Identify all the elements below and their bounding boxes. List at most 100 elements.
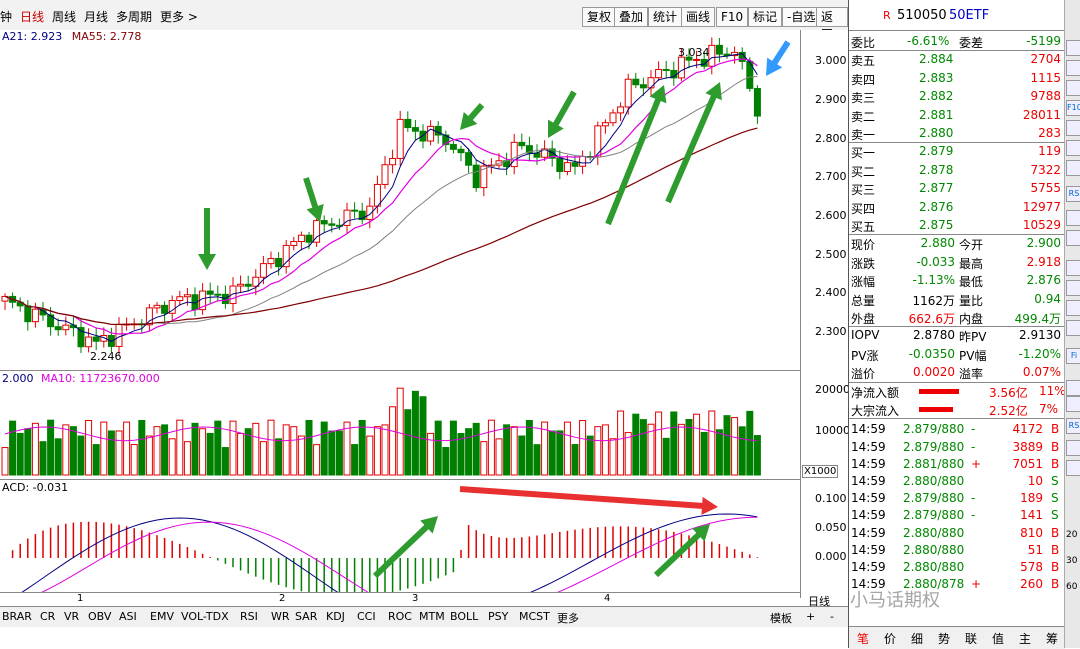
- side-tool-icon[interactable]: [1066, 60, 1080, 76]
- side-tool-icon[interactable]: [1066, 80, 1080, 96]
- arrow-annotation: [653, 523, 711, 578]
- bid-price: 2.877: [919, 181, 954, 196]
- indicator-tab[interactable]: ASI: [119, 610, 137, 623]
- indicator-tab[interactable]: BOLL: [450, 610, 479, 623]
- volume-bar: [563, 421, 571, 476]
- iopv-value: 0.0020: [913, 365, 955, 380]
- stat-value: 2.876: [1026, 273, 1061, 288]
- indicator-tab[interactable]: CCI: [357, 610, 376, 623]
- indicator-tab[interactable]: VR: [64, 610, 80, 623]
- indicator-tab[interactable]: 更多: [557, 612, 579, 625]
- toolbar-button[interactable]: 叠加: [614, 7, 649, 27]
- period-tab[interactable]: 更多 >: [160, 10, 198, 24]
- indicator-tab[interactable]: RSI: [240, 610, 258, 623]
- side-tool-icon[interactable]: [1066, 460, 1080, 476]
- side-tool-icon[interactable]: [1066, 280, 1080, 296]
- indicator-tab[interactable]: SAR: [295, 610, 318, 623]
- side-tool-icon[interactable]: [1066, 210, 1080, 226]
- side-tool-icon[interactable]: [1066, 380, 1080, 396]
- tick-sign: -: [971, 422, 976, 437]
- macd-axis-0000: 0.000: [815, 550, 847, 563]
- detail-tab[interactable]: 值: [992, 632, 1005, 646]
- detail-tab[interactable]: 筹: [1046, 632, 1059, 646]
- toolbar-button[interactable]: 标记: [748, 7, 783, 27]
- side-tool-icon[interactable]: Fi: [1066, 348, 1080, 364]
- indicator-tab[interactable]: CR: [40, 610, 56, 623]
- candle-body: [373, 183, 381, 207]
- indicator-tab[interactable]: PSY: [488, 610, 509, 623]
- candle-body: [427, 125, 435, 142]
- indicator-tab[interactable]: VOL-TDX: [181, 610, 229, 623]
- detail-tabs: 笔价细势联值主筹: [849, 626, 1065, 649]
- detail-tab[interactable]: 势: [938, 632, 951, 646]
- side-tool-icon[interactable]: [1066, 230, 1080, 246]
- stat-value: 499.4万: [1014, 312, 1061, 326]
- macd-legend: ACD: -0.031: [2, 481, 69, 494]
- template-button[interactable]: 模板: [770, 612, 792, 625]
- indicator-tab[interactable]: OBV: [88, 610, 112, 623]
- indicator-tab[interactable]: ROC: [388, 610, 412, 623]
- side-tool-icon[interactable]: RS: [1066, 186, 1080, 202]
- candle-body: [297, 234, 305, 243]
- detail-tab[interactable]: 笔: [857, 632, 870, 646]
- side-tool-icon[interactable]: F10: [1066, 100, 1080, 116]
- indicator-tab[interactable]: MCST: [519, 610, 550, 623]
- detail-tab[interactable]: 主: [1019, 632, 1032, 646]
- macd-chart[interactable]: ACD: -0.031: [0, 480, 800, 639]
- price-axis: 20000 10000 X1000 0.100 0.050 0.000 3.00…: [800, 30, 850, 598]
- volume-bars[interactable]: [0, 371, 800, 479]
- candlestick-chart[interactable]: 3.034 2.246: [0, 30, 800, 370]
- toolbar-button[interactable]: 画线: [681, 7, 716, 27]
- period-tab[interactable]: 钟: [0, 10, 13, 24]
- stat-label: 现价: [851, 238, 876, 253]
- volume-bar: [62, 424, 70, 476]
- detail-tab[interactable]: 联: [965, 632, 978, 646]
- price-chart[interactable]: 3.034 2.246 A21: 2.923 MA55: 2.778: [0, 30, 800, 370]
- side-number[interactable]: 30: [1066, 556, 1078, 566]
- toolbar-button[interactable]: F10: [716, 7, 749, 27]
- quote-row: 买五 2.875 10529: [849, 217, 1065, 235]
- side-tool-icon[interactable]: [1066, 320, 1080, 336]
- candle-body: [267, 257, 275, 265]
- period-tab[interactable]: 日线: [20, 10, 45, 24]
- toolbar-button[interactable]: 统计: [648, 7, 683, 27]
- candle-body: [328, 223, 336, 226]
- volume-chart[interactable]: 2.000 MA10: 11723670.000: [0, 371, 800, 479]
- volume-bar: [1, 447, 9, 476]
- period-tab[interactable]: 多周期: [116, 10, 153, 24]
- quote-row: 买二 2.878 7322: [849, 162, 1065, 180]
- zoom-in-button[interactable]: +: [806, 610, 816, 623]
- detail-tab[interactable]: 价: [884, 632, 897, 646]
- tick-volume: 7051: [1012, 456, 1043, 471]
- toolbar-button[interactable]: 返回: [816, 7, 848, 42]
- side-tool-icon[interactable]: [1066, 160, 1080, 176]
- side-number[interactable]: 60: [1066, 582, 1078, 592]
- period-tab[interactable]: 周线: [52, 10, 77, 24]
- indicator-tab[interactable]: EMV: [150, 610, 174, 623]
- indicator-tab[interactable]: MTM: [419, 610, 445, 623]
- side-tool-icon[interactable]: [1066, 300, 1080, 316]
- side-tool-icon[interactable]: [1066, 40, 1080, 56]
- ma-line: [4, 75, 758, 325]
- flow-bar: [919, 407, 953, 412]
- volume-bar: [503, 424, 511, 476]
- indicator-tab[interactable]: KDJ: [326, 610, 345, 623]
- side-number[interactable]: 20: [1066, 530, 1078, 540]
- macd-plot[interactable]: [0, 480, 800, 639]
- side-tool-icon[interactable]: [1066, 120, 1080, 136]
- side-tool-icon[interactable]: [1066, 440, 1080, 456]
- side-tool-icon[interactable]: [1066, 396, 1080, 412]
- toolbar-button[interactable]: -自选: [782, 7, 821, 27]
- toolbar-button[interactable]: 复权: [582, 7, 617, 27]
- period-tab[interactable]: 月线: [84, 10, 109, 24]
- volume-bar: [723, 415, 731, 476]
- detail-tab[interactable]: 细: [911, 632, 924, 646]
- indicator-tab[interactable]: WR: [271, 610, 290, 623]
- side-tool-icon[interactable]: [1066, 140, 1080, 156]
- volume-bar: [586, 435, 594, 476]
- zoom-out-button[interactable]: -: [830, 610, 834, 623]
- side-tool-icon[interactable]: [1066, 260, 1080, 276]
- side-tool-icon[interactable]: RS: [1066, 418, 1080, 434]
- indicator-tab[interactable]: BRAR: [2, 610, 32, 623]
- candle-body: [168, 300, 176, 314]
